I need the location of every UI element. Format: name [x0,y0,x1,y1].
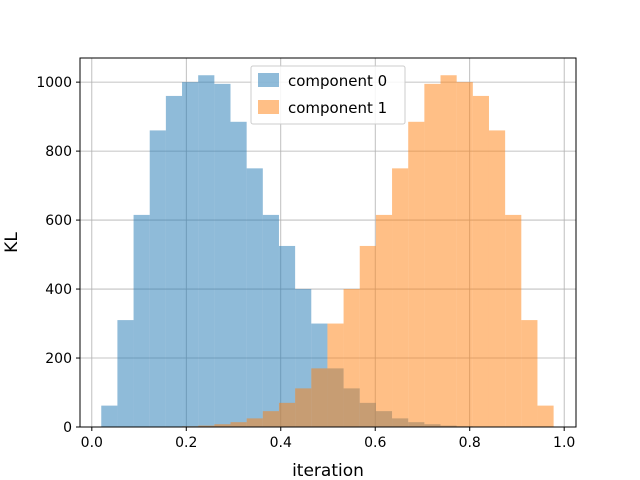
histogram-bar-component-0 [214,83,231,427]
histogram-bar-component-1 [278,402,296,427]
y-tick-label: 200 [45,351,72,367]
x-tick-label: 0.4 [270,435,292,451]
histogram-bar-component-0 [117,320,134,427]
histogram-bar-component-1 [472,95,489,428]
histogram-bar-component-1 [456,82,473,427]
histogram-bar-component-0 [262,214,279,427]
y-tick-label: 0 [63,420,72,436]
plot-frame [79,57,577,428]
y-tick-label: 800 [45,144,72,160]
histogram-bar-component-1 [505,214,522,427]
histogram-bar-component-1 [214,424,231,427]
histogram-bar-component-1 [488,130,506,427]
axis-ticks: 0.0 0.2 0.4 0.6 0.8 1.0 0 200 400 600 800 1000 [36,75,575,451]
x-tick-label: 0.2 [175,435,197,451]
legend: component 0 component 1 [250,65,406,125]
histogram-bar-component-0 [246,168,263,427]
legend-swatch-component-0 [258,73,279,87]
x-tick-label: 0.6 [364,435,386,451]
histogram-bar-component-0 [230,121,247,427]
histogram-bar-component-1 [230,422,247,427]
histogram-bar-component-0 [278,245,296,427]
x-tick-label: 0.0 [81,435,103,451]
histogram-bar-component-1 [295,388,312,427]
histogram-bar-component-0 [182,82,199,427]
x-axis-label: iteration [292,461,364,480]
histogram-bar-component-1 [311,368,328,427]
x-tick-label: 0.8 [459,435,481,451]
histogram-bar-component-1 [343,289,360,427]
legend-swatch-component-1 [258,100,279,114]
histogram-bar-component-1 [521,320,538,427]
y-tick-label: 400 [45,282,72,298]
x-tick-label: 1.0 [553,435,575,451]
histogram-bar-component-1 [262,411,279,427]
histogram-bar-component-1 [327,323,344,427]
histogram-bar-component-0 [149,130,166,427]
y-axis-label: KL [2,232,22,253]
histogram-bar-component-1 [408,121,425,427]
legend-box [250,65,406,125]
histogram-bars [101,75,554,428]
histogram-bar-component-1 [424,83,441,427]
y-tick-label: 1000 [36,75,72,91]
histogram-bar-component-1 [392,168,409,427]
histogram-bar-component-1 [375,214,393,427]
histogram-bar-component-0 [165,95,183,428]
histogram-bar-component-1 [537,405,554,427]
histogram-bar-component-1 [359,245,376,427]
histogram-bar-component-1 [440,75,457,428]
histogram-bar-component-0 [101,405,118,427]
histogram-bar-component-1 [198,425,215,427]
histogram-bar-component-0 [198,75,215,428]
histogram-bar-component-1 [246,418,263,427]
legend-label-component-1: component 1 [288,99,387,117]
y-tick-label: 600 [45,213,72,229]
histogram-bar-component-0 [133,214,150,427]
legend-label-component-0: component 0 [288,72,387,90]
